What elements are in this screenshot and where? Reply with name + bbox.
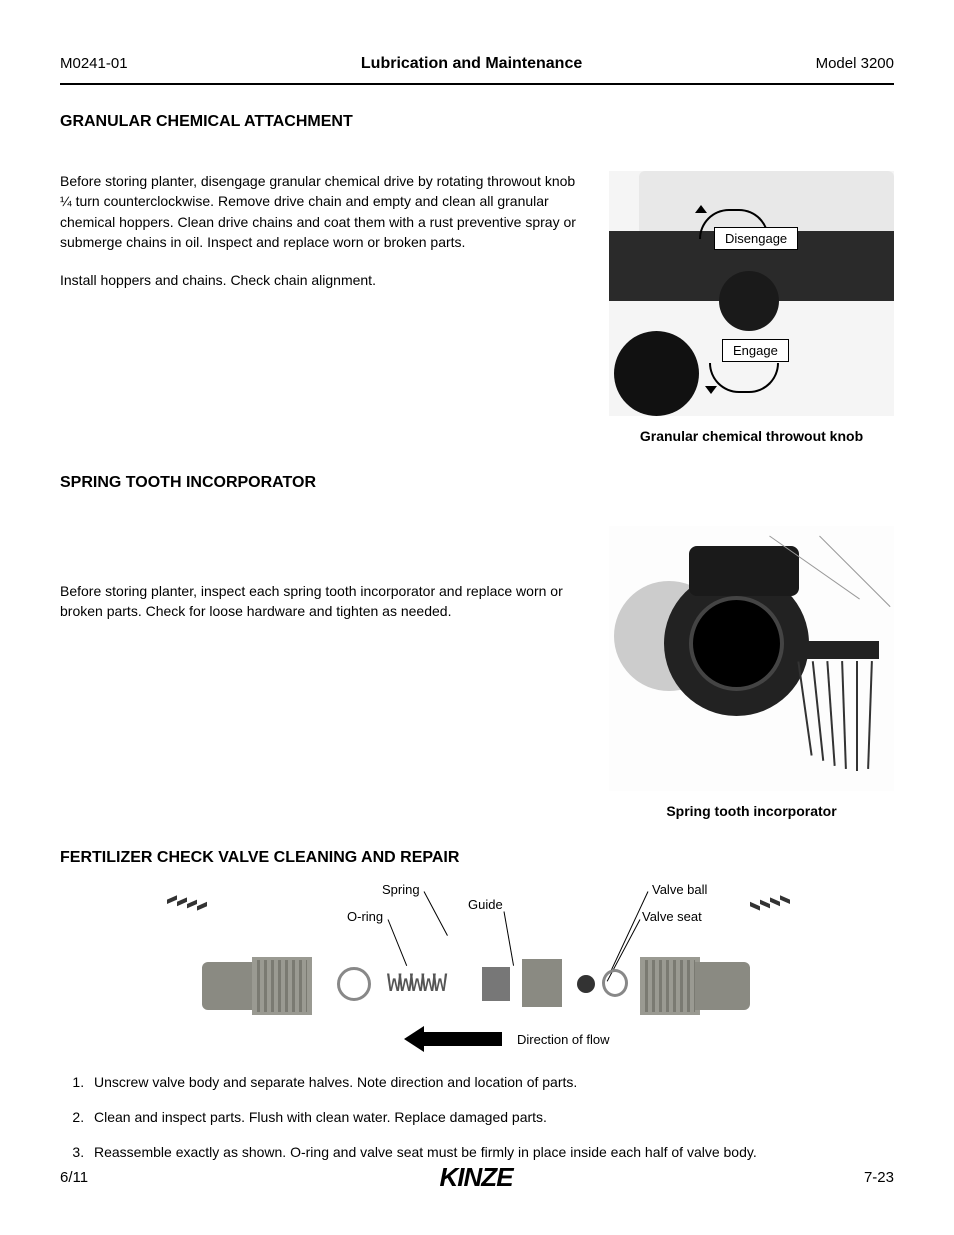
step-3: Reassemble exactly as shown. O-ring and … [88, 1142, 894, 1163]
flow-arrow-icon [422, 1032, 502, 1046]
guide-sleeve [522, 959, 562, 1007]
spring-tooth-text-column: Before storing planter, inspect each spr… [60, 526, 589, 819]
section-spring-tooth: Before storing planter, inspect each spr… [60, 526, 894, 819]
page-header: M0241-01 Lubrication and Maintenance Mod… [60, 55, 894, 73]
valve-diagram: Spring O-ring Guide Valve ball Valve sea… [142, 877, 812, 1052]
step-1: Unscrew valve body and separate halves. … [88, 1072, 894, 1093]
valve-seat-label: Valve seat [642, 909, 702, 924]
guide-label: Guide [468, 897, 503, 912]
heading-granular-chemical: GRANULAR CHEMICAL ATTACHMENT [60, 113, 894, 131]
granular-text-column: Before storing planter, disengage granul… [60, 171, 589, 444]
valve-ball-label: Valve ball [652, 882, 707, 897]
spring-label: Spring [382, 882, 420, 897]
spring-tooth-figure [609, 526, 894, 791]
document-id: M0241-01 [60, 55, 128, 72]
kinze-logo: KINZE [440, 1162, 513, 1193]
page-footer: 6/11 KINZE 7-23 [60, 1162, 894, 1193]
heading-fertilizer-valve: FERTILIZER CHECK VALVE CLEANING AND REPA… [60, 849, 894, 867]
header-section-title: Lubrication and Maintenance [361, 55, 582, 73]
disengage-label: Disengage [714, 227, 798, 250]
left-barb [167, 887, 207, 922]
right-valve-body [640, 957, 750, 1012]
heading-spring-tooth: SPRING TOOTH INCORPORATOR [60, 474, 894, 492]
right-barb [750, 887, 790, 922]
spring-tooth-para: Before storing planter, inspect each spr… [60, 581, 589, 622]
section-granular-chemical: Before storing planter, disengage granul… [60, 171, 894, 444]
granular-caption: Granular chemical throwout knob [609, 428, 894, 444]
model-label: Model 3200 [816, 55, 894, 72]
section-fertilizer-valve: FERTILIZER CHECK VALVE CLEANING AND REPA… [60, 849, 894, 1163]
spring-tooth-figure-column: Spring tooth incorporator [609, 526, 894, 819]
valve-ball-part [577, 975, 595, 993]
oring-label: O-ring [347, 909, 383, 924]
granular-para-1: Before storing planter, disengage granul… [60, 171, 589, 252]
valve-seat-part [602, 969, 628, 997]
left-valve-body [202, 957, 312, 1012]
guide-part [482, 967, 510, 1001]
footer-page-number: 7-23 [864, 1169, 894, 1186]
valve-steps-list: Unscrew valve body and separate halves. … [60, 1072, 894, 1163]
flow-label: Direction of flow [517, 1032, 609, 1047]
header-rule [60, 83, 894, 85]
step-2: Clean and inspect parts. Flush with clea… [88, 1107, 894, 1128]
granular-para-2: Install hoppers and chains. Check chain … [60, 270, 589, 290]
engage-label: Engage [722, 339, 789, 362]
throwout-knob-figure: Disengage Engage [609, 171, 894, 416]
spring-tooth-caption: Spring tooth incorporator [609, 803, 894, 819]
oring-part [337, 967, 371, 1001]
granular-figure-column: Disengage Engage Granular chemical throw… [609, 171, 894, 444]
spring-part: WWWWW [387, 969, 472, 999]
footer-date: 6/11 [60, 1169, 88, 1186]
